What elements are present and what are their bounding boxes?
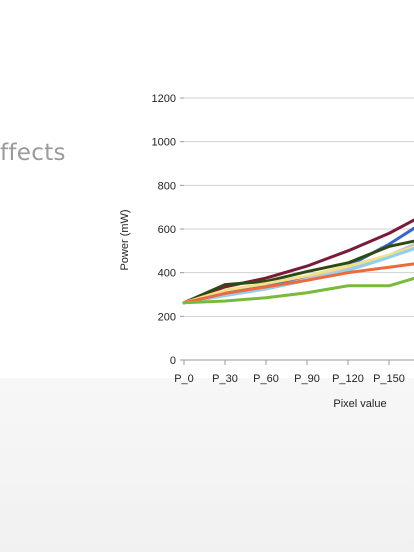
series-line-8 (182, 276, 414, 305)
series-line-7 (182, 262, 414, 305)
x-axis-label: Pixel value (333, 398, 386, 410)
y-tick-label: 800 (158, 180, 176, 192)
y-axis-ticks: 0 200 400 600 800 1000 1200 (152, 93, 184, 367)
x-tick-label: P_150 (373, 373, 405, 385)
x-tick-label: P_120 (332, 373, 364, 385)
x-tick-label: P_0 (174, 373, 194, 385)
y-tick-label: 600 (158, 224, 176, 236)
y-tick-label: 1000 (152, 137, 176, 149)
y-tick-label: 0 (170, 355, 176, 367)
y-axis-label: Power (mW) (119, 209, 131, 270)
series-line-3 (182, 239, 414, 305)
x-tick-label: P_30 (212, 373, 238, 385)
slide-title-fragment: ffects (0, 140, 66, 166)
y-tick-label: 200 (158, 311, 176, 323)
series-line-5 (182, 245, 414, 305)
chart-gridlines (184, 97, 414, 361)
x-tick-label: P_60 (253, 373, 279, 385)
y-tick-label: 1200 (152, 93, 176, 105)
background-fade (0, 378, 414, 552)
series-line-1 (182, 218, 414, 305)
y-tick-label: 400 (158, 268, 176, 280)
chart-series (182, 218, 414, 305)
x-tick-label: P_90 (294, 373, 320, 385)
